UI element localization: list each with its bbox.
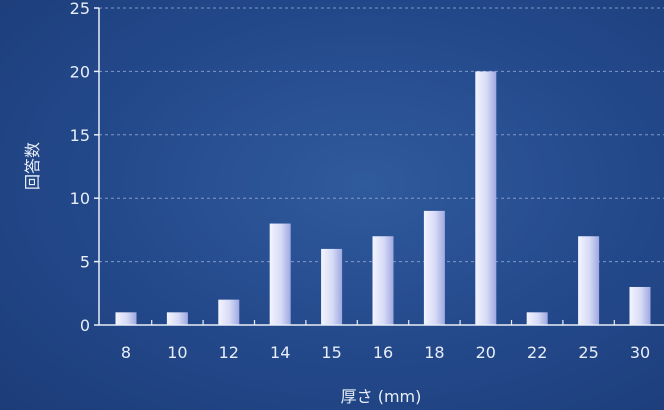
bar-16 bbox=[372, 236, 394, 325]
x-tick-label-14: 14 bbox=[270, 343, 290, 362]
x-axis-title: 厚さ (mm) bbox=[341, 387, 422, 406]
y-tick-label-0: 0 bbox=[80, 316, 90, 335]
y-tick-label-10: 10 bbox=[70, 189, 90, 208]
bar-15 bbox=[321, 248, 343, 325]
x-tick-label-30: 30 bbox=[630, 343, 650, 362]
y-axis-title: 回答数 bbox=[23, 142, 42, 190]
bar-10 bbox=[166, 312, 188, 325]
bar-20 bbox=[475, 71, 497, 326]
x-tick-label-15: 15 bbox=[321, 343, 341, 362]
x-tick-label-22: 22 bbox=[527, 343, 547, 362]
x-tick-label-12: 12 bbox=[219, 343, 239, 362]
x-tick-label-8: 8 bbox=[121, 343, 131, 362]
axes bbox=[94, 7, 664, 326]
bar-18 bbox=[423, 210, 445, 325]
x-tick-label-20: 20 bbox=[476, 343, 496, 362]
x-tick-labels: 8 10 12 14 15 16 18 20 22 25 30 bbox=[121, 343, 650, 362]
y-tick-labels: 0 5 10 15 20 25 bbox=[70, 0, 90, 335]
gridlines bbox=[99, 7, 664, 263]
y-tick-label-25: 25 bbox=[70, 0, 90, 18]
bar-30 bbox=[629, 286, 651, 325]
y-tick-label-15: 15 bbox=[70, 126, 90, 145]
x-tick-label-10: 10 bbox=[167, 343, 187, 362]
bars bbox=[115, 71, 651, 326]
bar-12 bbox=[218, 299, 240, 325]
y-tick-label-20: 20 bbox=[70, 62, 90, 81]
bar-8 bbox=[115, 312, 137, 325]
x-tick-label-18: 18 bbox=[424, 343, 444, 362]
x-tick-label-25: 25 bbox=[578, 343, 598, 362]
bar-25 bbox=[578, 236, 600, 325]
y-tick-label-5: 5 bbox=[80, 253, 90, 272]
bar-22 bbox=[526, 312, 548, 325]
bar-14 bbox=[269, 223, 291, 325]
x-tick-label-16: 16 bbox=[373, 343, 393, 362]
